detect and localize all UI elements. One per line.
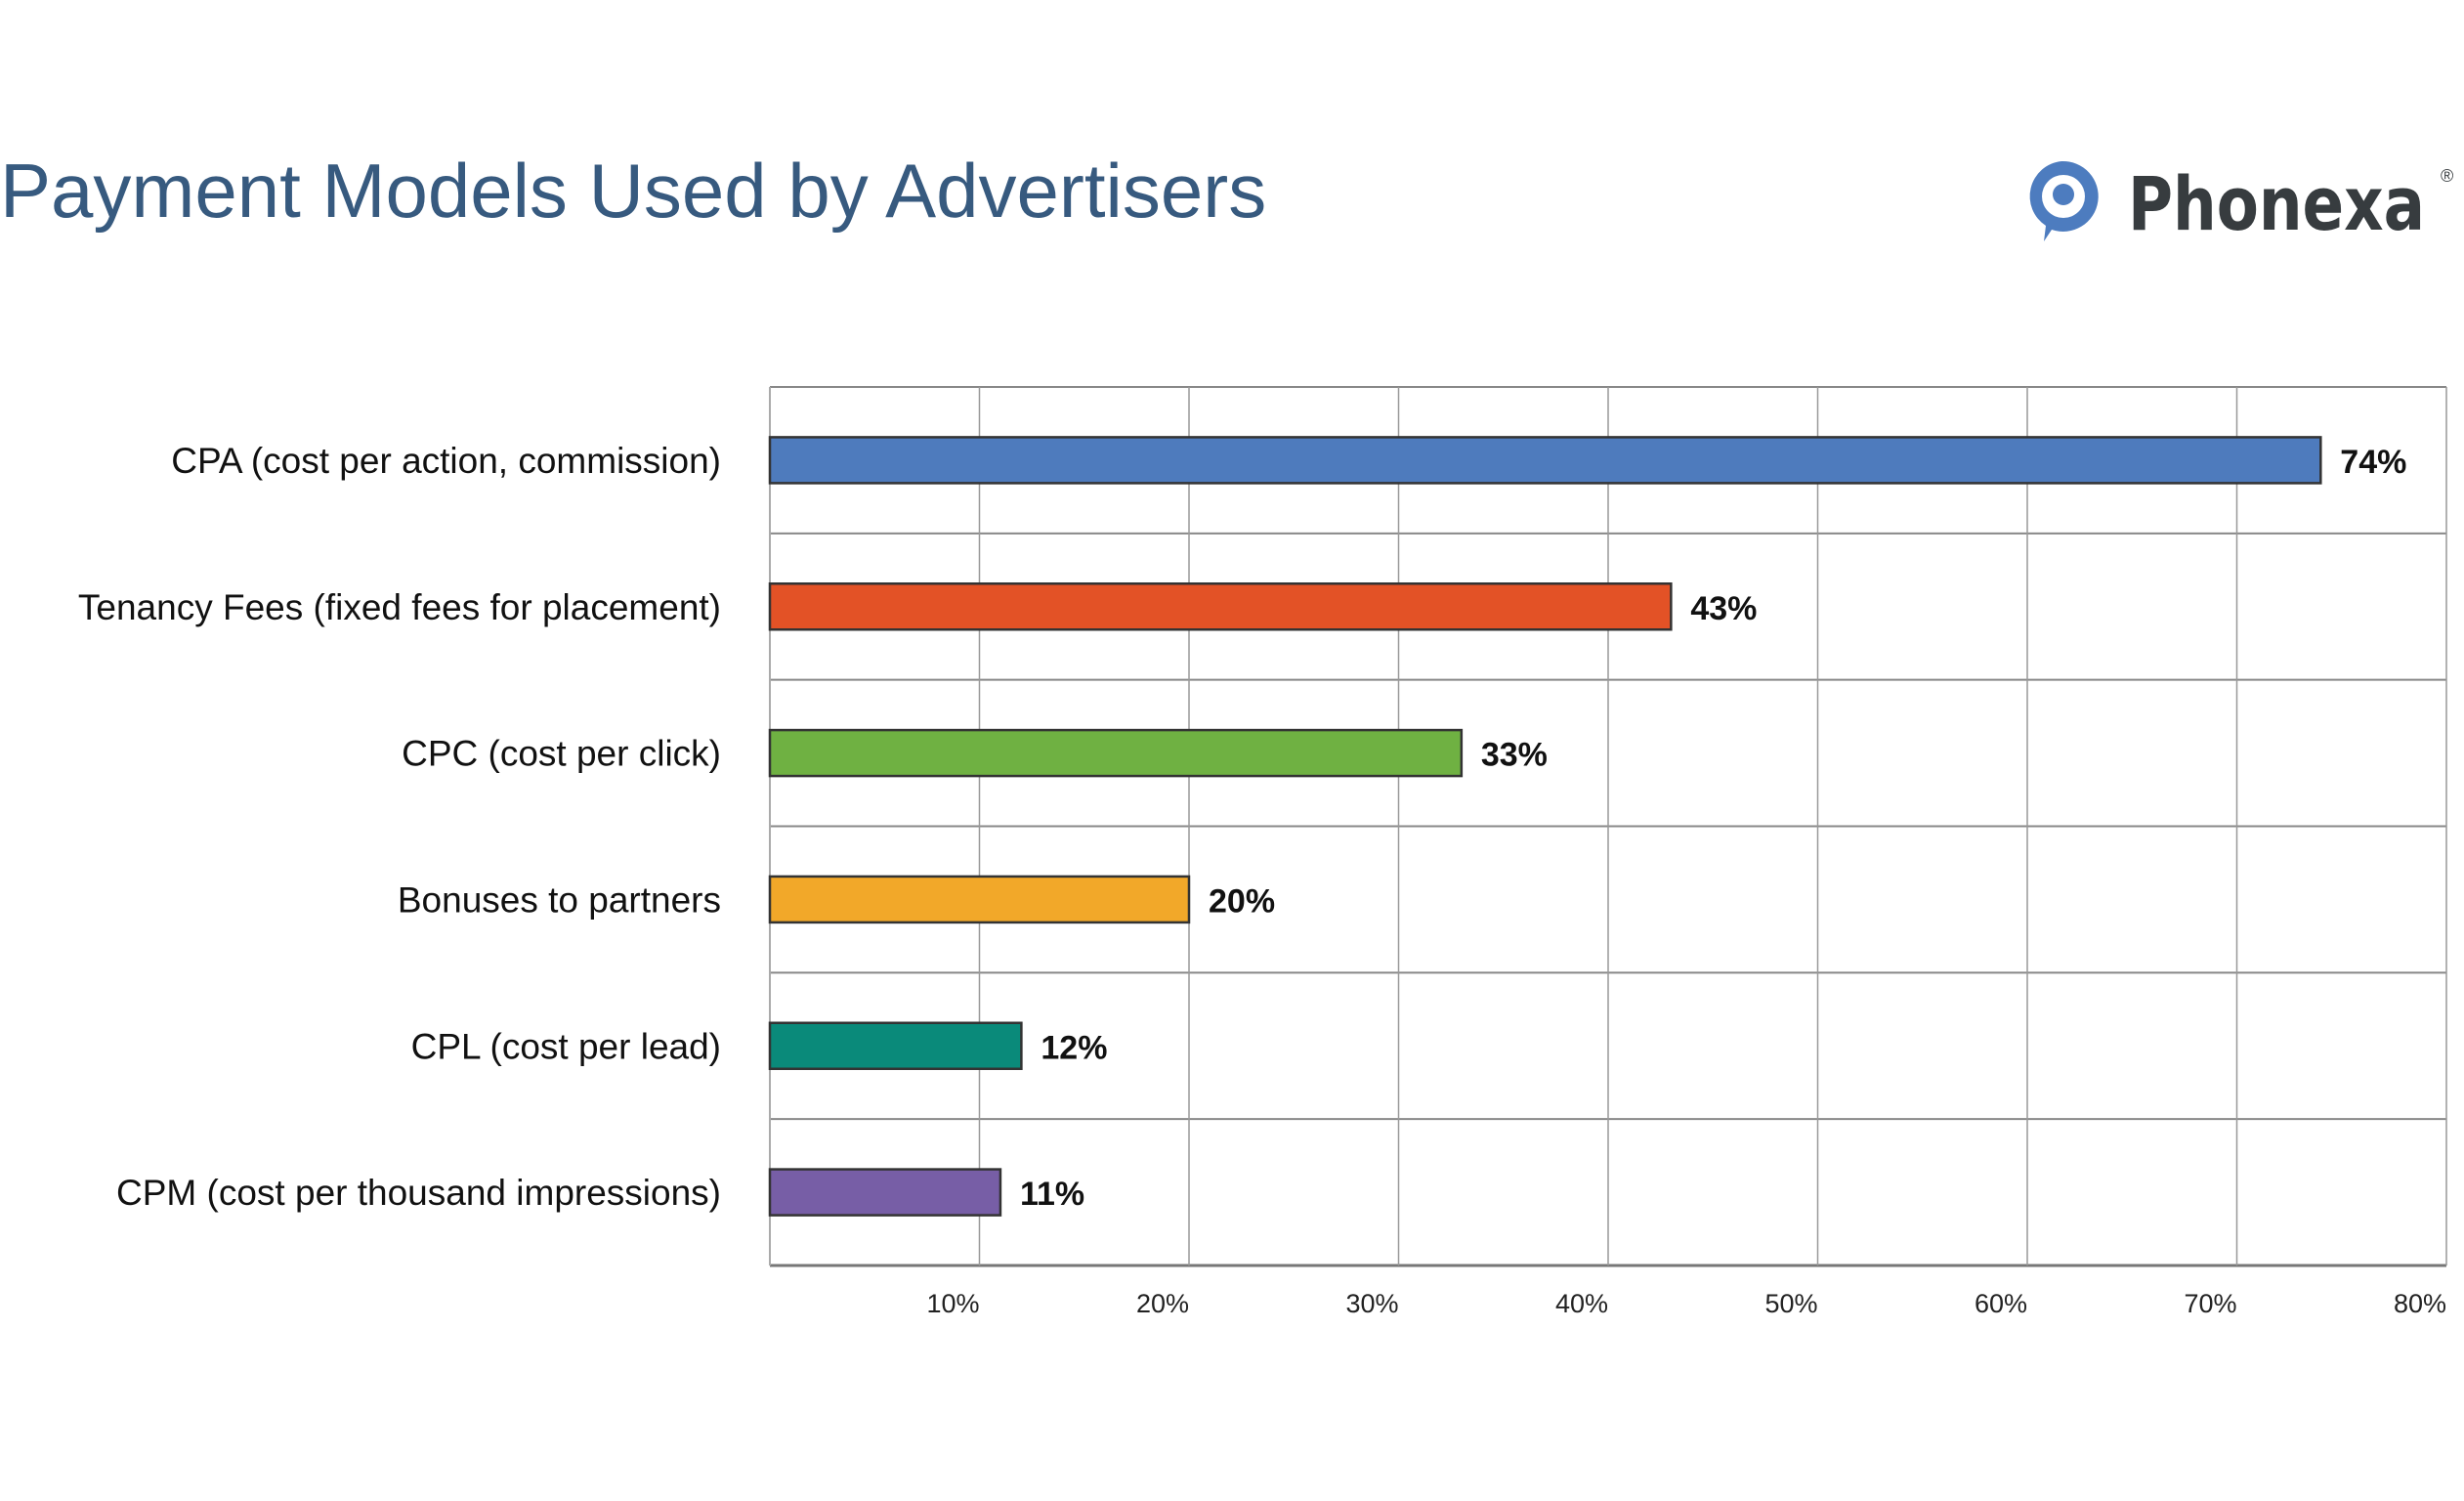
logo-text: Phonexa (2128, 160, 2425, 247)
category-label: CPA (cost per action, commission) (171, 441, 721, 481)
chart-title: Payment Models Used by Advertisers (0, 148, 1267, 234)
category-label: Bonuses to partners (398, 879, 721, 920)
x-tick-label: 30% (1345, 1289, 1398, 1318)
data-label: 33% (1481, 737, 1548, 774)
bar-1 (768, 436, 2322, 485)
x-tick-label: 20% (1136, 1289, 1189, 1318)
bar-4 (768, 875, 1191, 924)
bar-2 (768, 582, 1673, 631)
category-label: Tenancy Fees (fixed fees for placement) (78, 587, 721, 627)
data-label: 11% (1020, 1176, 1084, 1213)
category-label: CPL (cost per lead) (411, 1026, 721, 1066)
category-label: CPM (cost per thousand impressions) (116, 1173, 721, 1213)
data-label: 43% (1690, 590, 1757, 627)
phonexa-logo-graphic: Phonexa (2029, 160, 2425, 247)
bar-5 (768, 1021, 1023, 1070)
x-tick-label: 50% (1764, 1289, 1817, 1318)
data-label: 74% (2340, 444, 2406, 481)
bar-3 (768, 728, 1464, 778)
phonexa-logo: Phonexa ® (2022, 151, 2464, 249)
speech-bubble-pin-icon (2029, 160, 2099, 241)
data-label: 12% (1041, 1029, 1107, 1066)
bar-6 (768, 1168, 1002, 1217)
x-tick-label: 60% (1975, 1289, 2027, 1318)
x-tick-label: 40% (1555, 1289, 1608, 1318)
registered-mark: ® (2441, 166, 2454, 186)
x-tick-label: 10% (926, 1289, 979, 1318)
data-label: 20% (1209, 882, 1275, 920)
x-tick-label: 80% (2394, 1289, 2446, 1318)
x-tick-label: 70% (2184, 1289, 2236, 1318)
category-label: CPC (cost per click) (402, 734, 721, 774)
